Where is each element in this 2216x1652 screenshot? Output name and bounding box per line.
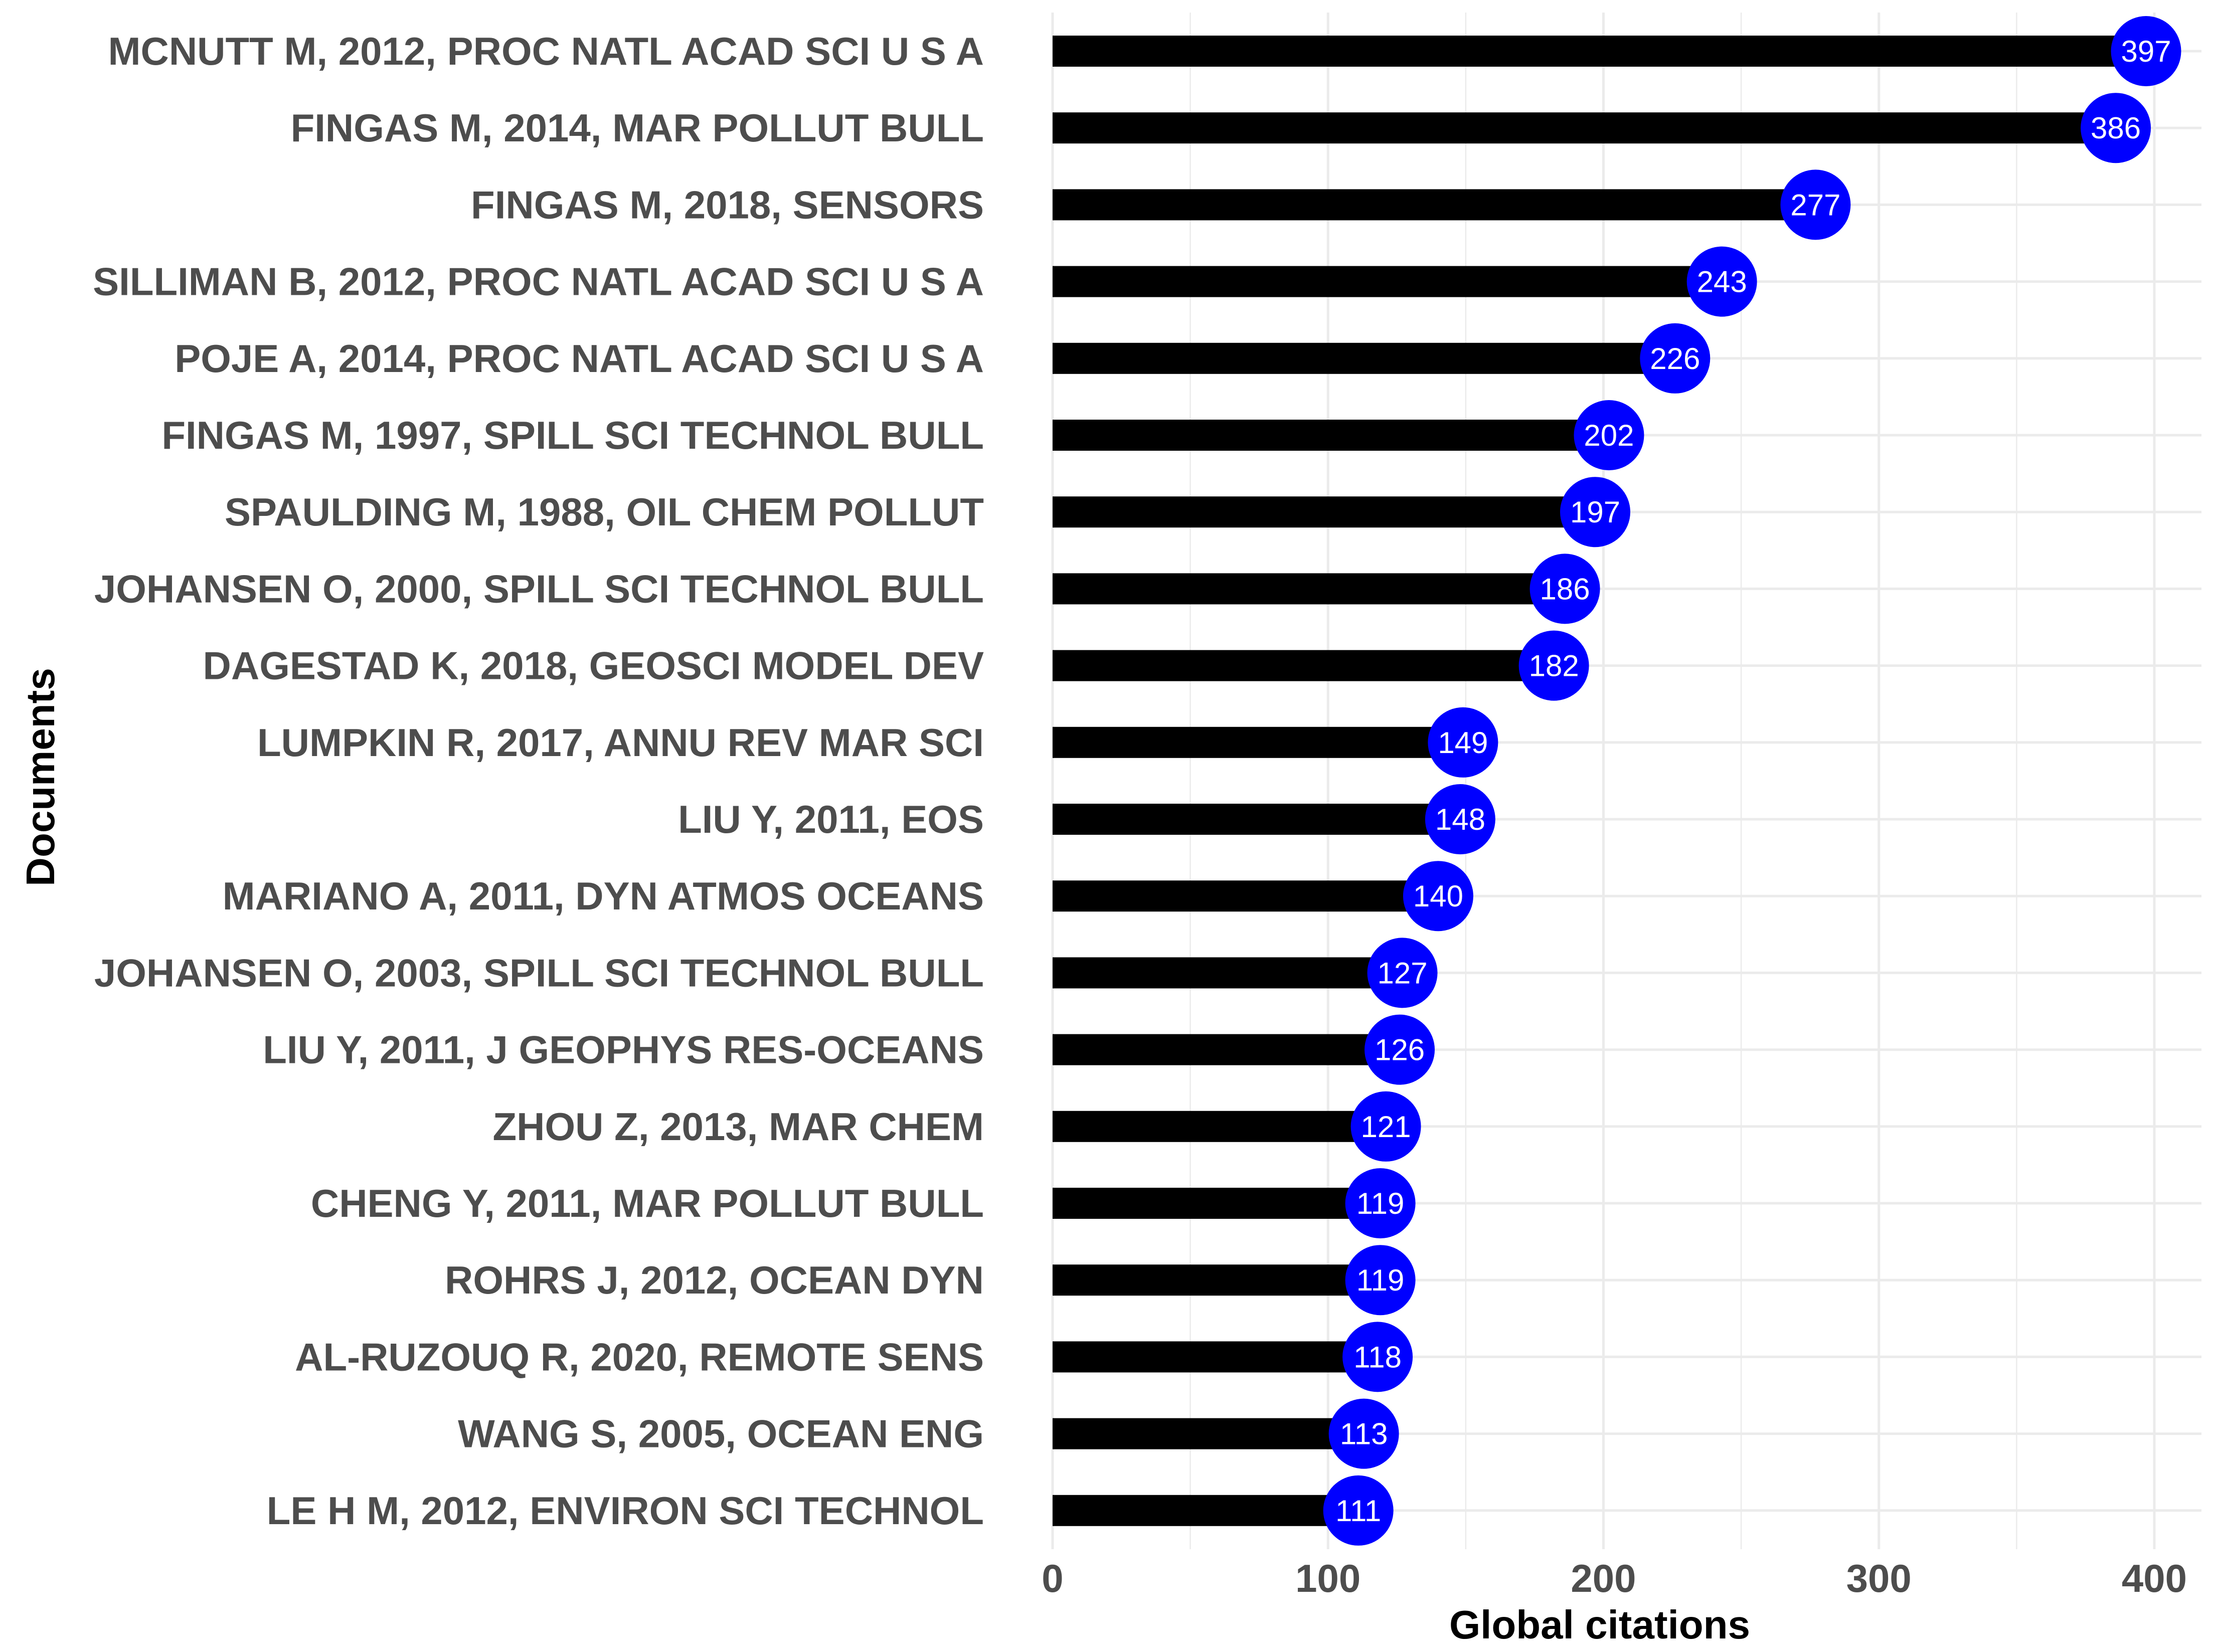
citation-bar [1053, 36, 2146, 67]
tick-layer: 0 100 200 300 400 [1042, 1556, 2187, 1600]
document-label: DAGESTAD K, 2018, GEOSCI MODEL DEV [203, 644, 984, 688]
value-label: 111 [1335, 1494, 1381, 1528]
value-label: 118 [1353, 1340, 1402, 1374]
citation-bar [1053, 496, 1596, 528]
value-marker [2111, 16, 2181, 86]
value-label: 226 [1650, 342, 1700, 376]
document-label: MARIANO A, 2011, DYN ATMOS OCEANS [223, 874, 984, 918]
value-label: 386 [2091, 111, 2141, 145]
citation-bar [1053, 420, 1609, 451]
value-label: 121 [1361, 1110, 1411, 1144]
value-marker [1574, 400, 1644, 470]
value-marker [2081, 93, 2151, 163]
bar-layer: 397 386 277 243 226 202 197 186 182 149 148 140 127 1… [1053, 16, 2181, 1546]
document-label: LUMPKIN R, 2017, ANNU REV MAR SCI [257, 720, 984, 765]
document-label: FINGAS M, 1997, SPILL SCI TECHNOL BULL [161, 413, 984, 457]
document-label: SILLIMAN B, 2012, PROC NATL ACAD SCI U S… [93, 260, 984, 304]
value-label: 113 [1340, 1417, 1388, 1451]
document-label: WANG S, 2005, OCEAN ENG [458, 1412, 984, 1456]
x-tick-label: 100 [1295, 1556, 1360, 1600]
value-marker [1350, 1091, 1421, 1162]
citation-bar [1053, 957, 1403, 989]
value-marker [1428, 707, 1498, 778]
value-label: 197 [1570, 495, 1620, 529]
document-label: FINGAS M, 2014, MAR POLLUT BULL [291, 106, 984, 150]
value-label: 119 [1356, 1187, 1405, 1220]
y-axis-title: Documents [18, 668, 63, 886]
document-label: ZHOU Z, 2013, MAR CHEM [493, 1105, 984, 1149]
document-label: FINGAS M, 2018, SENSORS [471, 182, 984, 227]
value-label: 277 [1790, 188, 1840, 222]
document-label: AL-RUZOUQ R, 2020, REMOTE SENS [295, 1335, 984, 1379]
document-label: ROHRS J, 2012, OCEAN DYN [445, 1258, 984, 1302]
value-marker [1367, 938, 1438, 1008]
x-tick-label: 200 [1571, 1556, 1636, 1600]
document-label: LE H M, 2012, ENVIRON SCI TECHNOL [267, 1489, 984, 1533]
value-label: 202 [1584, 419, 1634, 452]
value-label: 126 [1375, 1033, 1425, 1067]
grid-layer [1051, 13, 2201, 1549]
x-tick-label: 400 [2122, 1556, 2187, 1600]
document-label: MCNUTT M, 2012, PROC NATL ACAD SCI U S A [108, 29, 984, 73]
value-marker [1323, 1475, 1394, 1546]
value-marker [1686, 246, 1757, 317]
value-marker [1403, 861, 1473, 932]
document-label: JOHANSEN O, 2000, SPILL SCI TECHNOL BULL [94, 567, 984, 611]
value-label: 186 [1540, 572, 1590, 606]
document-label: LIU Y, 2011, EOS [678, 797, 984, 841]
value-marker [1640, 323, 1711, 394]
label-layer: MCNUTT M, 2012, PROC NATL ACAD SCI U S A… [93, 29, 984, 1533]
value-marker [1560, 477, 1631, 547]
citation-bar [1053, 266, 1722, 297]
citation-bar [1053, 1341, 1378, 1373]
value-marker [1342, 1322, 1413, 1392]
value-label: 119 [1356, 1263, 1405, 1297]
value-marker [1780, 169, 1851, 240]
citation-bar [1053, 804, 1460, 835]
value-label: 149 [1438, 726, 1488, 760]
value-label: 182 [1529, 649, 1579, 683]
citation-bar [1053, 1188, 1381, 1219]
value-label: 140 [1413, 879, 1463, 913]
citation-bar [1053, 726, 1463, 758]
document-label: POJE A, 2014, PROC NATL ACAD SCI U S A [175, 336, 984, 381]
value-label: 397 [2121, 35, 2171, 68]
document-label: CHENG Y, 2011, MAR POLLUT BULL [311, 1181, 984, 1225]
value-label: 243 [1697, 265, 1747, 299]
citation-bar [1053, 1034, 1400, 1065]
citation-bar [1053, 880, 1438, 912]
value-marker [1328, 1398, 1399, 1469]
citation-bar [1053, 112, 2116, 144]
citation-bar [1053, 1495, 1358, 1526]
x-axis-title: Global citations [1449, 1602, 1750, 1647]
value-marker [1529, 554, 1600, 624]
citation-bar [1053, 189, 1816, 221]
citation-bar [1053, 1418, 1364, 1449]
value-label: 127 [1377, 956, 1427, 990]
value-marker [1345, 1245, 1416, 1316]
x-tick-label: 300 [1846, 1556, 1912, 1600]
citation-bar [1053, 650, 1554, 681]
value-marker [1425, 784, 1495, 854]
document-label: SPAULDING M, 1988, OIL CHEM POLLUT [225, 490, 984, 534]
citation-bar [1053, 573, 1565, 605]
citation-bar [1053, 342, 1675, 374]
value-marker [1365, 1014, 1435, 1085]
document-label: JOHANSEN O, 2003, SPILL SCI TECHNOL BULL [94, 951, 984, 995]
citation-bar [1053, 1264, 1381, 1296]
x-tick-label: 0 [1042, 1556, 1063, 1600]
value-marker [1518, 630, 1589, 701]
value-marker [1345, 1168, 1416, 1238]
value-label: 148 [1435, 803, 1485, 836]
document-label: LIU Y, 2011, J GEOPHYS RES-OCEANS [263, 1028, 984, 1072]
citation-bar [1053, 1111, 1386, 1142]
